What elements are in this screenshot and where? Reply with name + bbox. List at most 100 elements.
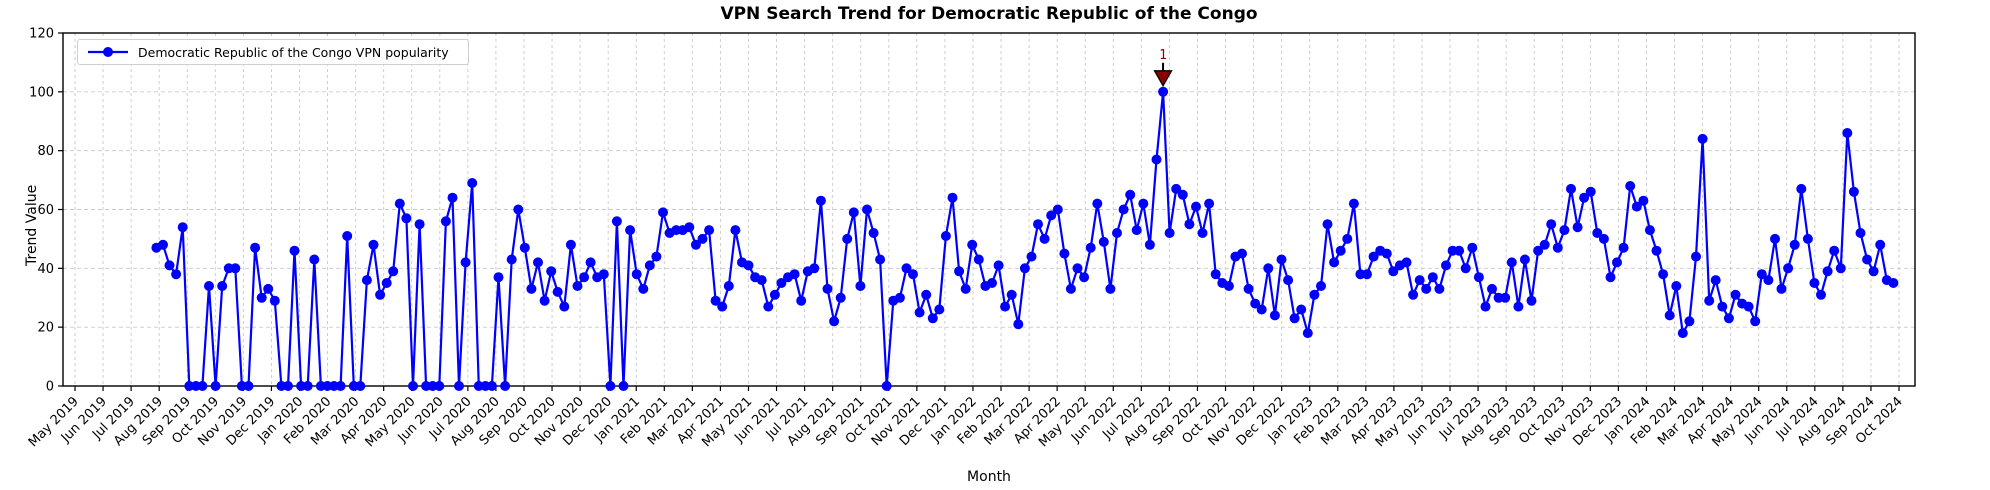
data-point-marker [690, 239, 701, 250]
data-point-marker [1348, 198, 1359, 209]
data-point-marker [967, 239, 978, 250]
data-point-marker [1381, 248, 1392, 259]
data-point-marker [1789, 239, 1800, 250]
legend-label: Democratic Republic of the Congo VPN pop… [138, 44, 449, 60]
data-point-marker [526, 283, 537, 294]
data-point-marker [1756, 269, 1767, 280]
data-point-marker [1717, 301, 1728, 312]
data-point-marker [1177, 189, 1188, 200]
data-point-marker [625, 225, 636, 236]
data-point-marker [710, 295, 721, 306]
y-tick-label: 40 [37, 262, 54, 277]
data-point-marker [1046, 210, 1057, 221]
data-point-marker [414, 219, 425, 230]
data-point-marker [1112, 228, 1122, 238]
data-point-marker [717, 301, 728, 312]
data-point-marker [1704, 295, 1715, 306]
data-point-marker [460, 257, 471, 268]
data-point-marker [263, 283, 274, 294]
data-point-marker [361, 275, 372, 286]
data-point-marker [1888, 278, 1899, 288]
data-point-marker [901, 263, 912, 274]
data-point-marker [1802, 233, 1813, 244]
data-point-marker [1441, 260, 1451, 271]
data-point-marker [210, 381, 221, 391]
data-point-marker [704, 225, 715, 236]
data-point-marker [1664, 310, 1675, 321]
data-point-marker [230, 263, 241, 274]
data-point-marker [1296, 304, 1307, 315]
data-point-marker [1210, 269, 1221, 280]
y-tick-label: 60 [37, 203, 54, 218]
legend-line-marker-icon [88, 47, 128, 57]
annotation-label: 1 [1159, 48, 1167, 63]
data-point-marker [1473, 272, 1484, 283]
data-point-marker [1414, 275, 1425, 286]
data-point-marker [1552, 242, 1563, 253]
data-point-marker [1723, 313, 1734, 324]
data-point-marker [1019, 263, 1030, 274]
data-point-marker [638, 283, 649, 294]
data-point-marker [539, 295, 550, 306]
data-point-marker [1204, 198, 1215, 209]
data-point-marker [197, 381, 208, 391]
data-point-marker [1092, 198, 1103, 209]
data-point-marker [1697, 133, 1708, 144]
data-point-marker [388, 266, 399, 277]
data-point-marker [1730, 289, 1741, 300]
data-point-marker [1460, 263, 1471, 274]
data-point-marker [1618, 242, 1629, 253]
data-point-marker [730, 225, 741, 236]
data-point-marker [1256, 304, 1267, 315]
data-point-marker [855, 281, 866, 291]
chart-title: VPN Search Trend for Democratic Republic… [720, 4, 1258, 24]
data-point-marker [1131, 225, 1142, 236]
data-point-marker [1072, 263, 1083, 274]
data-point-marker [1191, 201, 1201, 212]
data-point-marker [309, 254, 320, 265]
data-point-marker [618, 381, 629, 391]
data-point-marker [1138, 198, 1149, 209]
data-point-marker [1875, 239, 1886, 250]
data-point-marker [651, 251, 662, 262]
data-point-marker [743, 260, 754, 271]
data-point-marker [1263, 263, 1274, 274]
data-point-marker [1401, 257, 1412, 268]
data-point-marker [1750, 316, 1761, 327]
data-point-marker [763, 301, 774, 312]
legend: Democratic Republic of the Congo VPN pop… [77, 39, 469, 65]
data-point-marker [1566, 183, 1576, 194]
data-point-marker [1164, 228, 1175, 238]
data-point-marker [1197, 228, 1208, 238]
data-point-marker [394, 198, 405, 209]
data-point-marker [829, 316, 840, 327]
data-point-marker [1421, 283, 1432, 294]
data-point-marker [467, 178, 478, 188]
data-point-marker [256, 292, 267, 303]
data-point-marker [1408, 289, 1419, 300]
data-point-marker [1454, 245, 1465, 256]
data-point-marker [283, 381, 293, 391]
data-point-marker [1283, 275, 1294, 286]
data-point-marker [875, 254, 886, 265]
data-point-marker [1848, 186, 1859, 197]
data-point-marker [1763, 275, 1774, 286]
data-point-marker [1480, 301, 1491, 312]
data-point-marker [572, 281, 583, 291]
data-point-marker [1855, 228, 1866, 238]
data-point-marker [1776, 283, 1787, 294]
data-point-marker [1013, 319, 1024, 330]
data-point-marker [1842, 128, 1853, 138]
data-point-marker [1671, 281, 1682, 291]
peak-marker-icon [1153, 70, 1173, 88]
data-point-marker [408, 381, 418, 391]
data-point-marker [1506, 257, 1517, 268]
data-point-marker [381, 278, 392, 288]
data-point-marker [335, 381, 346, 391]
data-point-marker [579, 272, 590, 283]
data-point-marker [401, 213, 412, 224]
data-point-marker [506, 254, 517, 265]
data-point-marker [164, 260, 175, 271]
data-point-marker [1158, 86, 1169, 97]
data-point-marker [1079, 272, 1090, 283]
